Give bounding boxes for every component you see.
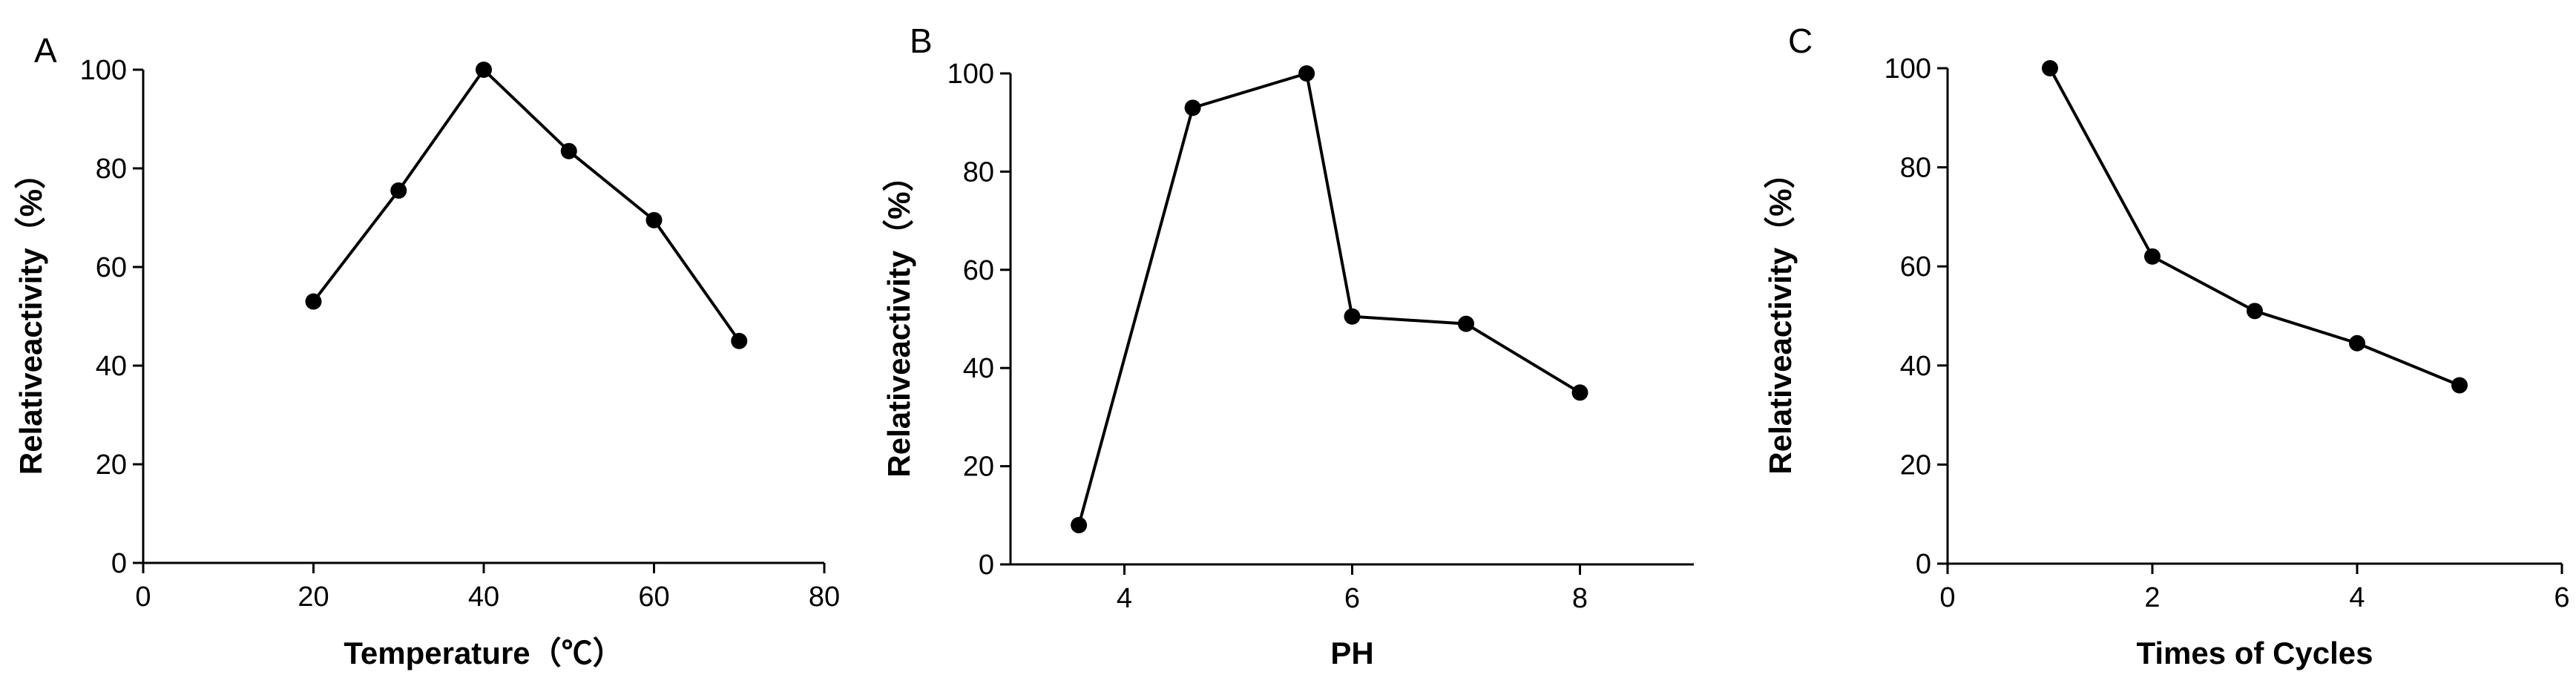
x-axis-label: PH xyxy=(1330,636,1373,670)
y-tick-label: 0 xyxy=(1916,549,1931,580)
panel-b: 0 20 40 60 80 100 4 6 8 PH Relativeactivity（%） B xyxy=(881,22,1694,670)
y-tick-label: 80 xyxy=(1900,153,1931,184)
x-tick-label: 0 xyxy=(1939,582,1955,613)
y-tick-label: 60 xyxy=(96,252,127,283)
data-point xyxy=(1571,384,1588,401)
panel-letter: C xyxy=(1788,22,1813,60)
data-point xyxy=(2451,377,2468,394)
y-axis-label: Relativeactivity（%） xyxy=(1763,157,1798,474)
y-tick-label: 60 xyxy=(1900,251,1931,283)
y-tick-label: 40 xyxy=(963,353,994,384)
x-tick-label: 40 xyxy=(468,581,499,613)
panel-letter: B xyxy=(910,22,933,60)
y-tick-label: 80 xyxy=(96,154,127,185)
y-tick-label: 100 xyxy=(80,55,127,86)
data-point xyxy=(2349,334,2365,352)
y-tick-label: 100 xyxy=(947,59,994,90)
data-point xyxy=(2144,248,2161,265)
y-tick-label: 0 xyxy=(111,548,127,579)
y-axis-label: Relativeactivity（%） xyxy=(881,160,916,477)
data-point xyxy=(731,332,748,349)
series-line xyxy=(2048,67,2460,387)
data-point xyxy=(560,142,577,159)
series-line xyxy=(312,67,740,342)
x-tick-label: 4 xyxy=(1117,583,1132,614)
data-point xyxy=(1344,308,1361,325)
data-point xyxy=(476,62,492,78)
y-tick-label: 60 xyxy=(963,255,994,286)
data-point xyxy=(1458,315,1474,332)
x-tick-label: 60 xyxy=(638,581,669,613)
y-tick-label: 20 xyxy=(96,449,127,481)
x-tick-label: 6 xyxy=(2554,582,2569,613)
data-point xyxy=(2042,60,2058,76)
panel-c: 0 20 40 60 80 100 0 2 4 6 Times of Cycles Relativea… xyxy=(1763,22,2570,670)
data-point xyxy=(390,182,407,199)
x-axis-label: Temperature（℃） xyxy=(344,636,623,670)
data-point xyxy=(305,293,322,310)
y-tick-label: 40 xyxy=(96,351,127,382)
data-point xyxy=(645,211,663,228)
y-tick-label: 80 xyxy=(963,156,994,188)
y-axis-label: Relativeactivity（%） xyxy=(13,158,48,475)
x-axis-label: Times of Cycles xyxy=(2136,636,2373,670)
x-tick-label: 4 xyxy=(2349,582,2365,613)
x-tick-label: 0 xyxy=(135,581,151,613)
x-tick-label: 6 xyxy=(1344,583,1360,614)
y-tick-label: 40 xyxy=(1900,351,1931,382)
x-tick-label: 8 xyxy=(1572,583,1588,614)
x-tick-label: 2 xyxy=(2144,582,2160,613)
x-tick-label: 20 xyxy=(298,581,329,613)
panel-letter: A xyxy=(34,31,57,70)
panel-a: 0 20 40 60 80 100 0 20 40 60 80 Temperature（℃） Relat… xyxy=(13,31,840,670)
y-tick-label: 20 xyxy=(963,452,994,483)
y-tick-label: 0 xyxy=(979,550,994,581)
data-point xyxy=(1184,99,1201,116)
data-point xyxy=(1298,65,1315,82)
y-tick-label: 100 xyxy=(1885,53,1931,85)
y-tick-label: 20 xyxy=(1900,449,1931,481)
data-point xyxy=(1071,517,1088,534)
series-line xyxy=(1077,71,1581,526)
data-point xyxy=(2247,303,2263,320)
x-tick-label: 80 xyxy=(809,581,840,613)
